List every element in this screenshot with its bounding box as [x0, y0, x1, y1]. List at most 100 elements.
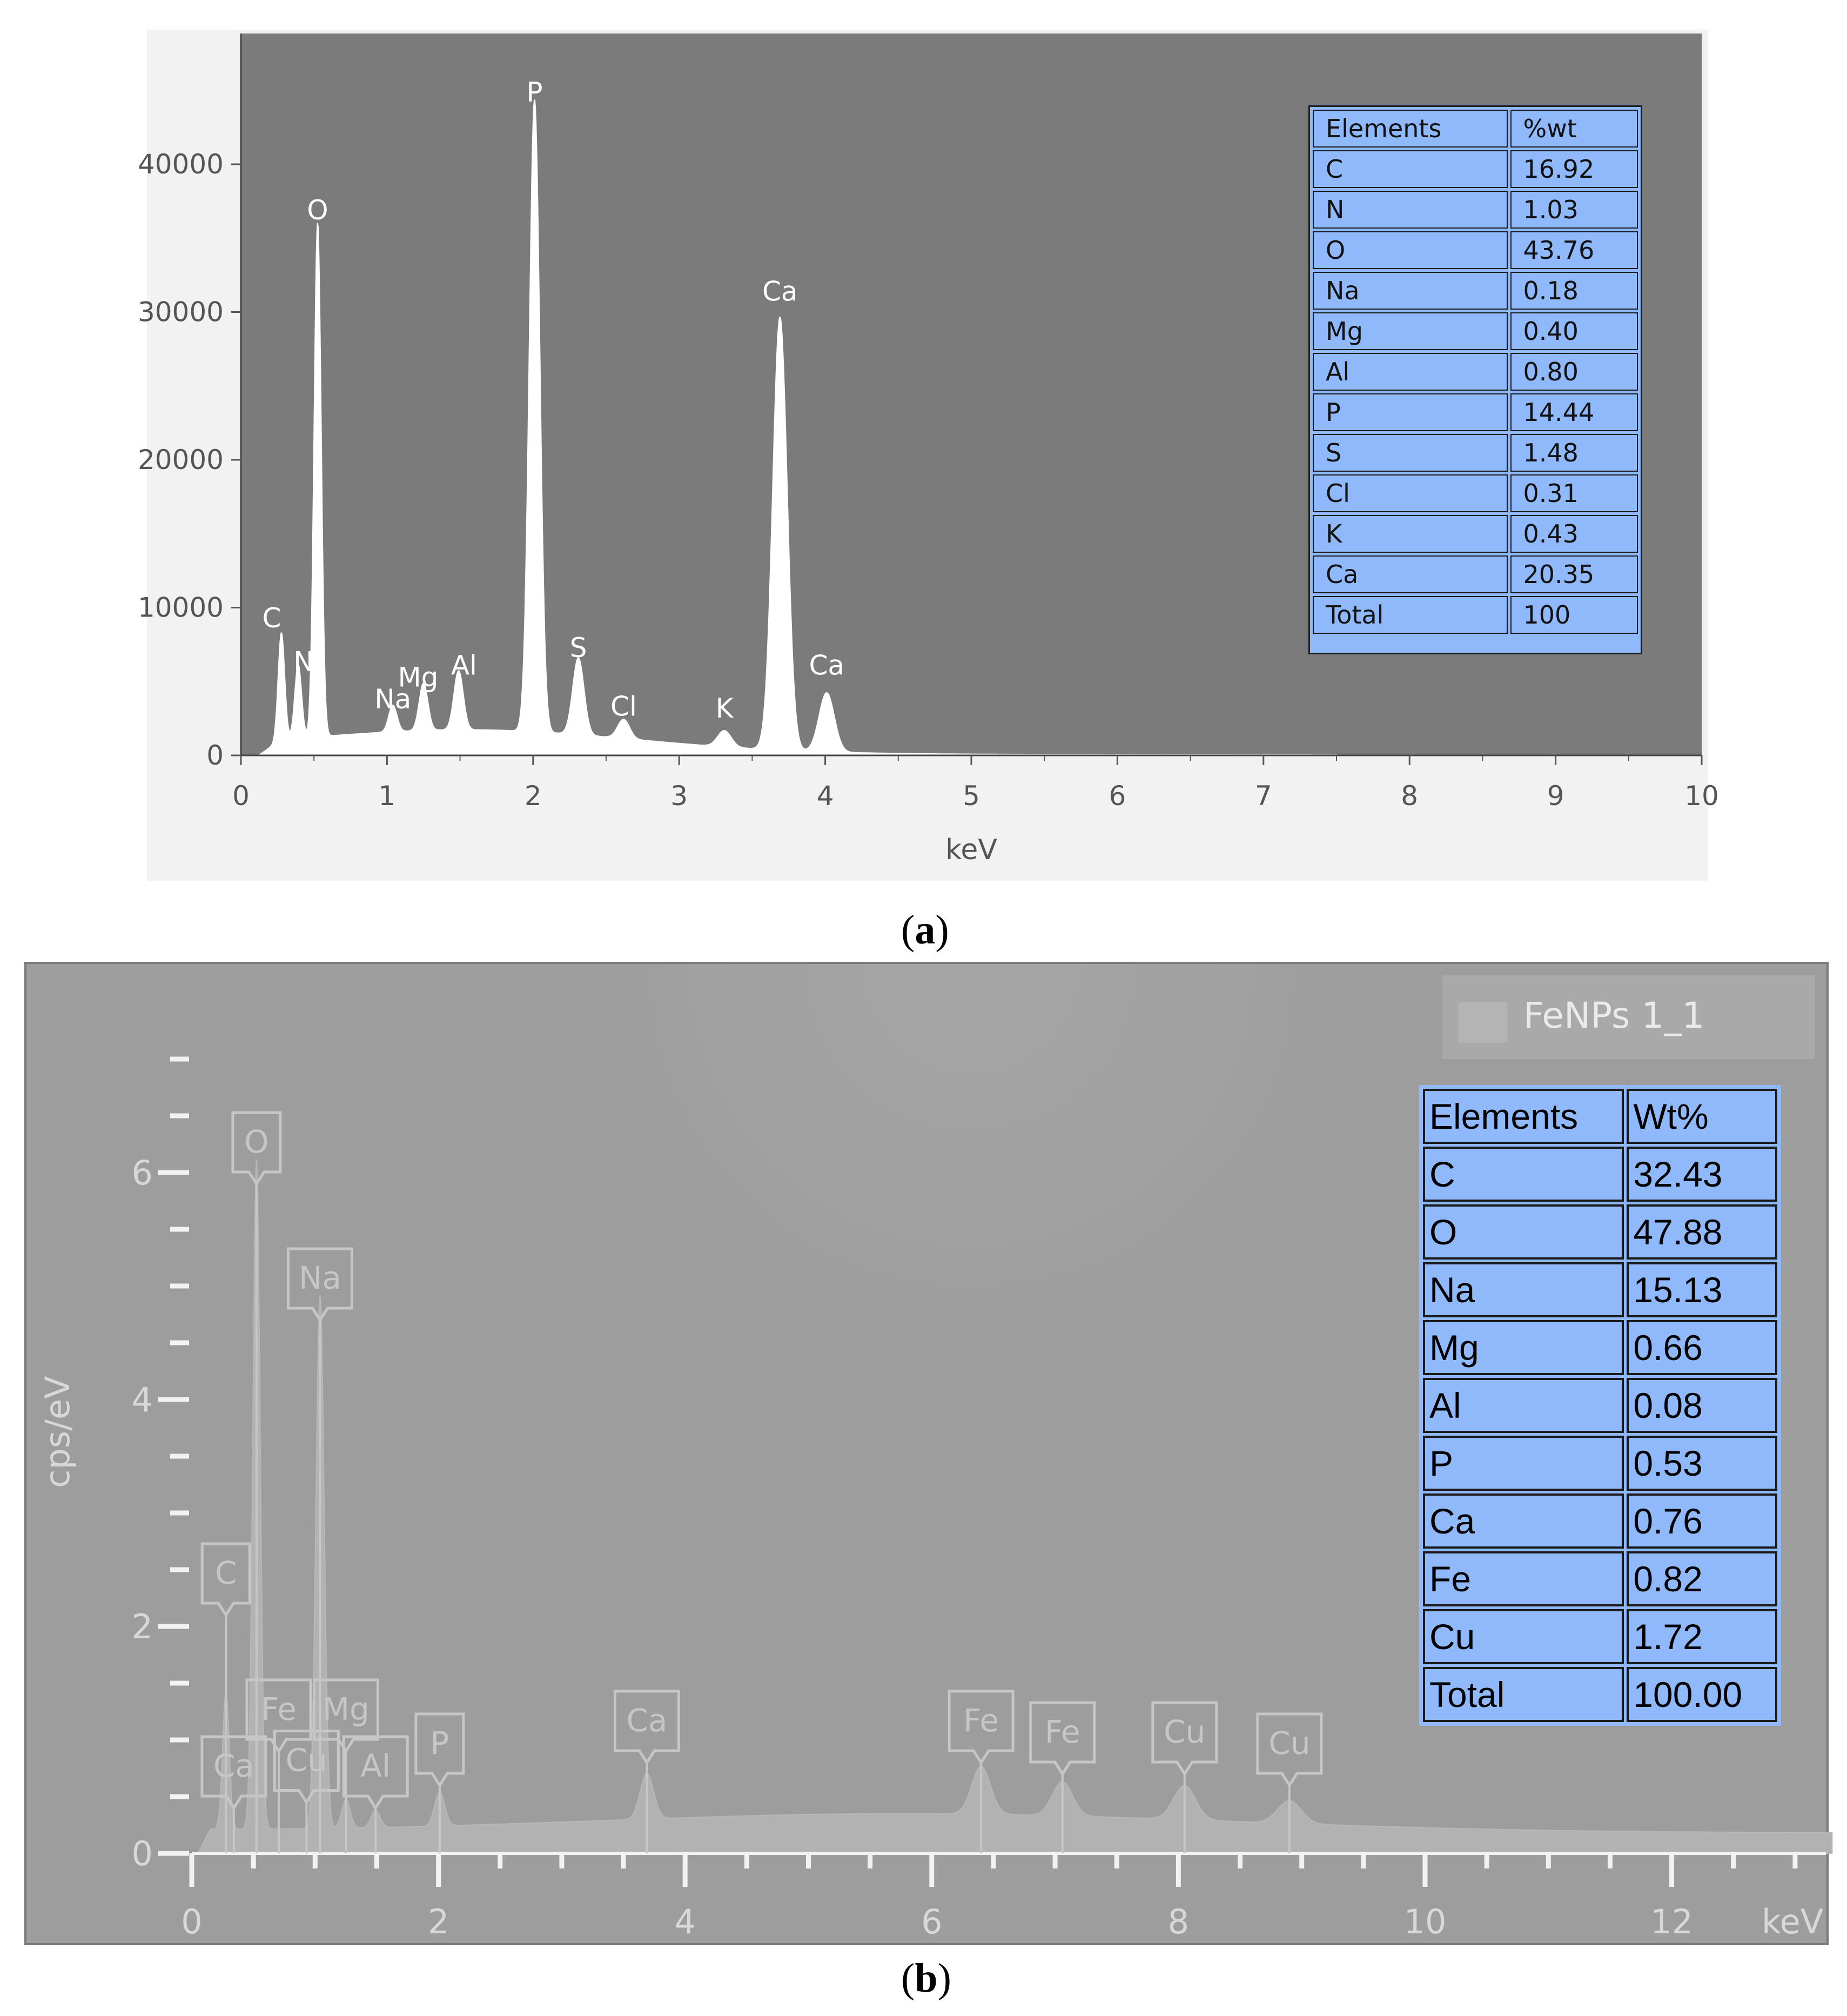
table-row: C 32.43	[1423, 1147, 1777, 1202]
table-cell: 14.44	[1510, 393, 1638, 431]
peak-tag-b	[613, 1690, 680, 1765]
peak-tag-b	[200, 1542, 251, 1618]
table-cell: 43.76	[1510, 231, 1638, 269]
x-tick-label-b: 12	[1650, 1902, 1693, 1941]
peak-tag-b	[231, 1111, 282, 1187]
table-cell: 0.40	[1510, 312, 1638, 350]
table-cell: 0.08	[1627, 1378, 1777, 1433]
table-row: Mg 0.66	[1423, 1320, 1777, 1375]
table-row: Cu 1.72	[1423, 1609, 1777, 1664]
peak-tag-label-b: Mg	[323, 1691, 370, 1727]
table-cell: K	[1313, 515, 1508, 553]
peak-tag-label-b: C	[215, 1555, 237, 1591]
y-tick-label-a: 0	[206, 740, 224, 771]
table-cell: Mg	[1313, 312, 1508, 350]
x-tick-label-a: 4	[817, 780, 834, 812]
table-row: Ca 0.76	[1423, 1493, 1777, 1549]
x-tick-label-b: 8	[1168, 1902, 1189, 1941]
table-cell: Fe	[1423, 1551, 1624, 1606]
table-cell: O	[1313, 231, 1508, 269]
peak-tag-label-b: P	[430, 1725, 449, 1762]
peak-tag-label-b: Cu	[286, 1742, 327, 1779]
peak-label-a: Cl	[610, 691, 637, 722]
x-tick-label-b: 6	[921, 1902, 942, 1941]
x-tick-label-b: 2	[428, 1902, 449, 1941]
composition-table-b: Elements Wt% C 32.43 O 47.88 Na 15.13 Mg 0.66 Al 0.…	[1419, 1085, 1781, 1726]
y-tick-label-b: 0	[132, 1834, 153, 1873]
table-cell: 20.35	[1510, 555, 1638, 593]
table-cell: 0.76	[1627, 1493, 1777, 1549]
caption-b-letter: b	[915, 1955, 938, 2001]
table-cell: 0.43	[1510, 515, 1638, 553]
table-cell: Al	[1423, 1378, 1624, 1433]
peak-label-a: Ca	[762, 276, 798, 307]
peak-tag-label-b: Fe	[261, 1691, 297, 1727]
y-axis-title-b: cps/eV	[38, 1376, 77, 1488]
peak-tag-label-b: Ca	[213, 1747, 254, 1784]
table-cell: O	[1423, 1204, 1624, 1260]
table-cell: N	[1313, 191, 1508, 229]
y-tick-label-a: 20000	[138, 444, 224, 475]
table-row: Fe 0.82	[1423, 1551, 1777, 1606]
table-cell: P	[1313, 393, 1508, 431]
table-header-cell: Elements	[1313, 110, 1508, 148]
x-tick-label-b: 4	[674, 1902, 695, 1941]
peak-tag-b	[342, 1735, 409, 1811]
peak-tag-b	[948, 1690, 1015, 1765]
table-row: O 47.88	[1423, 1204, 1777, 1260]
x-tick-label-a: 7	[1255, 780, 1272, 812]
table-cell: 15.13	[1627, 1262, 1777, 1317]
x-axis-title-a: keV	[945, 834, 997, 866]
table-header-cell: Elements	[1423, 1089, 1624, 1144]
peak-label-a: Al	[451, 650, 477, 681]
table-cell: 1.48	[1510, 434, 1638, 472]
x-tick-label-a: 6	[1109, 780, 1126, 812]
table-header-row: Elements Wt%	[1423, 1089, 1777, 1144]
peak-tag-b	[273, 1730, 340, 1805]
x-tick-label-a: 9	[1547, 780, 1564, 812]
table-cell: Total	[1313, 596, 1508, 634]
table-cell: 0.80	[1510, 353, 1638, 391]
peak-label-a: S	[570, 632, 587, 664]
table-cell: Na	[1423, 1262, 1624, 1317]
table-cell: 1.72	[1627, 1609, 1777, 1664]
peak-tag-label-b: Fe	[1045, 1713, 1080, 1750]
y-tick-label-a: 40000	[138, 149, 224, 180]
table-cell: 100.00	[1627, 1667, 1777, 1722]
table-row: P 0.53	[1423, 1436, 1777, 1491]
table-row: C 16.92	[1313, 150, 1638, 188]
table-cell: 16.92	[1510, 150, 1638, 188]
table-cell: Mg	[1423, 1320, 1624, 1375]
peak-tag-label-b: Cu	[1268, 1725, 1310, 1762]
table-row: S 1.48	[1313, 434, 1638, 472]
peak-tag-b	[1151, 1701, 1218, 1777]
table-row: Total 100.00	[1423, 1667, 1777, 1722]
table-row: Total 100	[1313, 596, 1638, 634]
peak-tag-b	[200, 1735, 267, 1811]
table-cell: 0.18	[1510, 272, 1638, 310]
table-row: O 43.76	[1313, 231, 1638, 269]
caption-a: (a)	[901, 907, 949, 953]
peak-label-a: O	[307, 195, 328, 226]
table-cell: S	[1313, 434, 1508, 472]
table-cell: 0.82	[1627, 1551, 1777, 1606]
peak-label-a: Ca	[809, 650, 845, 681]
table-row: Na 0.18	[1313, 272, 1638, 310]
caption-a-letter: a	[915, 907, 936, 953]
table-row: K 0.43	[1313, 515, 1638, 553]
peak-tag-b	[1029, 1701, 1096, 1777]
peak-label-a: P	[526, 76, 542, 108]
x-tick-label-b: 10	[1404, 1902, 1447, 1941]
peak-label-a: Na	[374, 684, 411, 715]
x-tick-label-b: 0	[181, 1902, 202, 1941]
table-cell: Na	[1313, 272, 1508, 310]
table-cell: P	[1423, 1436, 1624, 1491]
table-row: Al 0.80	[1313, 353, 1638, 391]
y-tick-label-b: 4	[132, 1380, 153, 1419]
y-tick-label-b: 6	[132, 1153, 153, 1193]
x-tick-label-a: 0	[232, 780, 250, 812]
table-row: N 1.03	[1313, 191, 1638, 229]
x-tick-label-a: 1	[378, 780, 395, 812]
table-cell: Cu	[1423, 1609, 1624, 1664]
